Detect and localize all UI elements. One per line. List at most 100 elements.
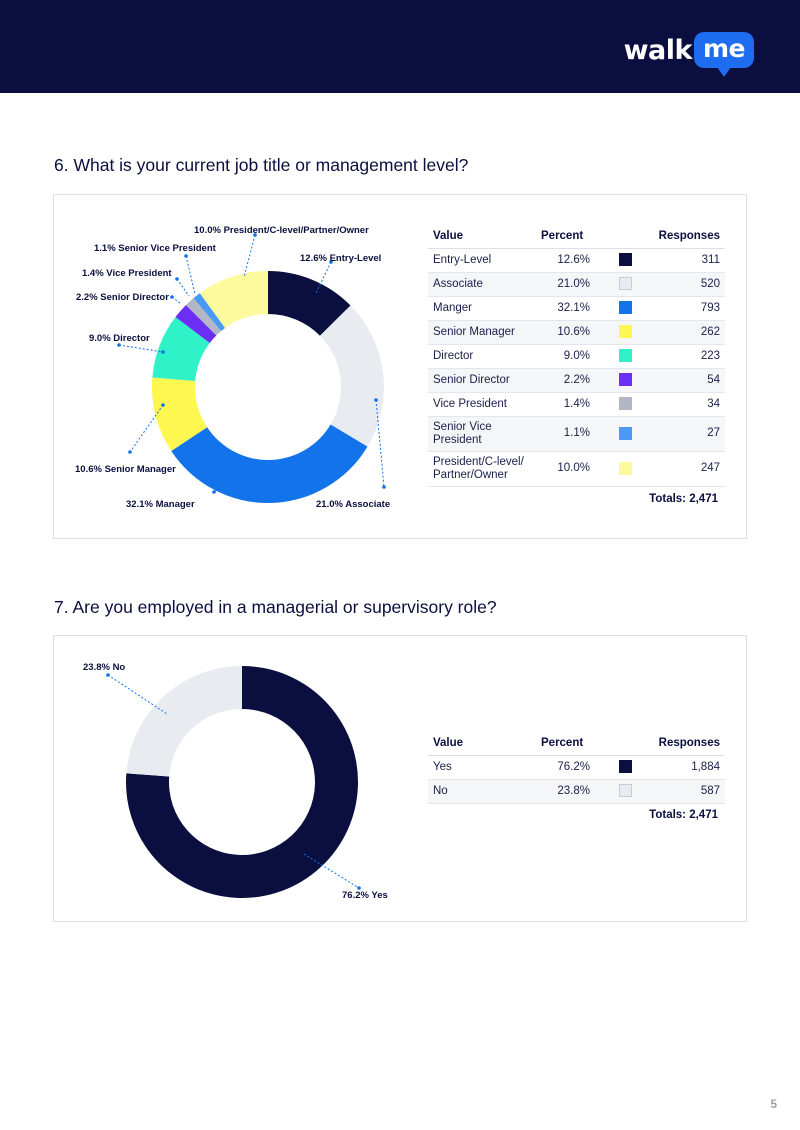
cell-percent: 32.1% <box>536 296 600 321</box>
question-6-panel: 12.6% Entry-Level 21.0% Associate 32.1% … <box>53 194 747 539</box>
header-value: Value <box>428 732 536 756</box>
color-swatch <box>618 461 632 475</box>
cell-value: Vice President <box>428 392 536 417</box>
leader-line-associate <box>375 399 385 488</box>
cell-percent: 2.2% <box>536 368 600 393</box>
table-row: Associate 21.0% 520 <box>428 272 725 297</box>
leader-line-svp <box>185 255 196 295</box>
table-row: Director 9.0% 223 <box>428 344 725 369</box>
color-swatch <box>618 373 632 387</box>
cell-value: Associate <box>428 272 536 297</box>
cell-responses: 311 <box>650 248 725 273</box>
header-percent: Percent <box>536 732 600 756</box>
leader-lines <box>118 234 385 493</box>
header-responses: Responses <box>650 225 725 249</box>
cell-percent: 10.0% <box>536 451 600 487</box>
cell-responses: 262 <box>650 320 725 345</box>
label-entry-level: 12.6% Entry-Level <box>300 253 381 264</box>
table-row: Yes 76.2% 1,884 <box>428 755 725 780</box>
leader-line-senior-manager <box>129 404 164 453</box>
leader-line-entry <box>315 261 332 294</box>
cell-percent: 23.8% <box>536 779 600 804</box>
header-responses: Responses <box>650 732 725 756</box>
cell-value: Senior Director <box>428 368 536 393</box>
managerial-role-total: Totals: 2,471 <box>649 809 718 821</box>
cell-swatch <box>600 416 650 452</box>
donut-slice-director <box>152 317 210 382</box>
donut-slice-associate <box>319 305 384 447</box>
logo-me-badge: me <box>693 32 754 77</box>
label-manager: 32.1% Manager <box>126 499 195 510</box>
label-vice-president: 1.4% Vice President <box>82 268 172 279</box>
question-7-panel: 23.8% No 76.2% Yes Value Percent Respons… <box>53 635 747 922</box>
donut-slice-senior-manager <box>152 377 208 451</box>
cell-percent: 76.2% <box>536 755 600 780</box>
page-header: walk me <box>0 0 800 93</box>
color-swatch <box>618 760 632 774</box>
color-swatch <box>618 325 632 339</box>
cell-responses: 247 <box>650 451 725 487</box>
cell-percent: 12.6% <box>536 248 600 273</box>
cell-value: Manger <box>428 296 536 321</box>
cell-swatch <box>600 755 650 780</box>
color-swatch <box>618 426 632 440</box>
walkme-logo: walk me <box>623 30 754 77</box>
leader-dots <box>117 233 386 494</box>
cell-swatch <box>600 779 650 804</box>
managerial-donut-slices <box>126 666 359 898</box>
donut-slice-entry-level <box>268 271 351 336</box>
color-swatch <box>618 277 632 291</box>
cell-swatch <box>600 392 650 417</box>
label-associate: 21.0% Associate <box>316 499 390 510</box>
cell-swatch <box>600 344 650 369</box>
cell-percent: 1.4% <box>536 392 600 417</box>
table-row: Entry-Level 12.6% 311 <box>428 248 725 273</box>
logo-bubble-tail <box>716 67 731 77</box>
header-swatch <box>600 732 650 756</box>
cell-responses: 34 <box>650 392 725 417</box>
cell-value: Senior Manager <box>428 320 536 345</box>
cell-value: President/C-level/ Partner/Owner <box>428 451 536 487</box>
color-swatch <box>618 784 632 798</box>
cell-responses: 793 <box>650 296 725 321</box>
color-swatch <box>618 349 632 363</box>
label-president: 10.0% President/C-level/Partner/Owner <box>194 225 369 236</box>
logo-walk-text: walk <box>623 34 693 66</box>
color-swatch <box>618 301 632 315</box>
cell-percent: 9.0% <box>536 344 600 369</box>
label-director: 9.0% Director <box>89 333 150 344</box>
donut-slice-senior-vice-president <box>193 293 226 332</box>
cell-responses: 520 <box>650 272 725 297</box>
leader-line-vice-president <box>176 278 190 297</box>
leader-line-manager <box>213 475 237 493</box>
cell-responses: 1,884 <box>650 755 725 780</box>
question-7-title: 7. Are you employed in a managerial or s… <box>54 597 497 617</box>
cell-percent: 21.0% <box>536 272 600 297</box>
leader-line-director <box>118 344 164 353</box>
job-title-donut-chart: 12.6% Entry-Level 21.0% Associate 32.1% … <box>75 225 390 510</box>
job-title-donut-slices <box>152 271 384 503</box>
cell-percent: 10.6% <box>536 320 600 345</box>
job-title-total: Totals: 2,471 <box>649 493 718 505</box>
donut-slice-no <box>126 666 242 777</box>
cell-swatch <box>600 320 650 345</box>
header-percent: Percent <box>536 225 600 249</box>
page-number: 5 <box>770 1097 777 1111</box>
label-no: 23.8% No <box>83 662 125 673</box>
cell-percent: 1.1% <box>536 416 600 452</box>
cell-responses: 587 <box>650 779 725 804</box>
table-row: Senior Manager 10.6% 262 <box>428 320 725 345</box>
label-senior-vice-president: 1.1% Senior Vice President <box>94 243 217 254</box>
donut-slice-vice-president <box>185 298 222 336</box>
cell-swatch <box>600 368 650 393</box>
label-senior-manager: 10.6% Senior Manager <box>75 464 176 475</box>
donut-slice-manager <box>171 424 368 503</box>
table-row: No 23.8% 587 <box>428 779 725 804</box>
label-yes: 76.2% Yes <box>342 890 388 901</box>
managerial-role-table: Value Percent Responses Yes 76.2% 1,884 No 2… <box>428 732 725 804</box>
cell-swatch <box>600 272 650 297</box>
leader-lines <box>107 674 360 889</box>
cell-value: Entry-Level <box>428 248 536 273</box>
question-6-title: 6. What is your current job title or man… <box>54 155 469 175</box>
job-title-table: Value Percent Responses Entry-Level 12.6%… <box>428 225 725 487</box>
